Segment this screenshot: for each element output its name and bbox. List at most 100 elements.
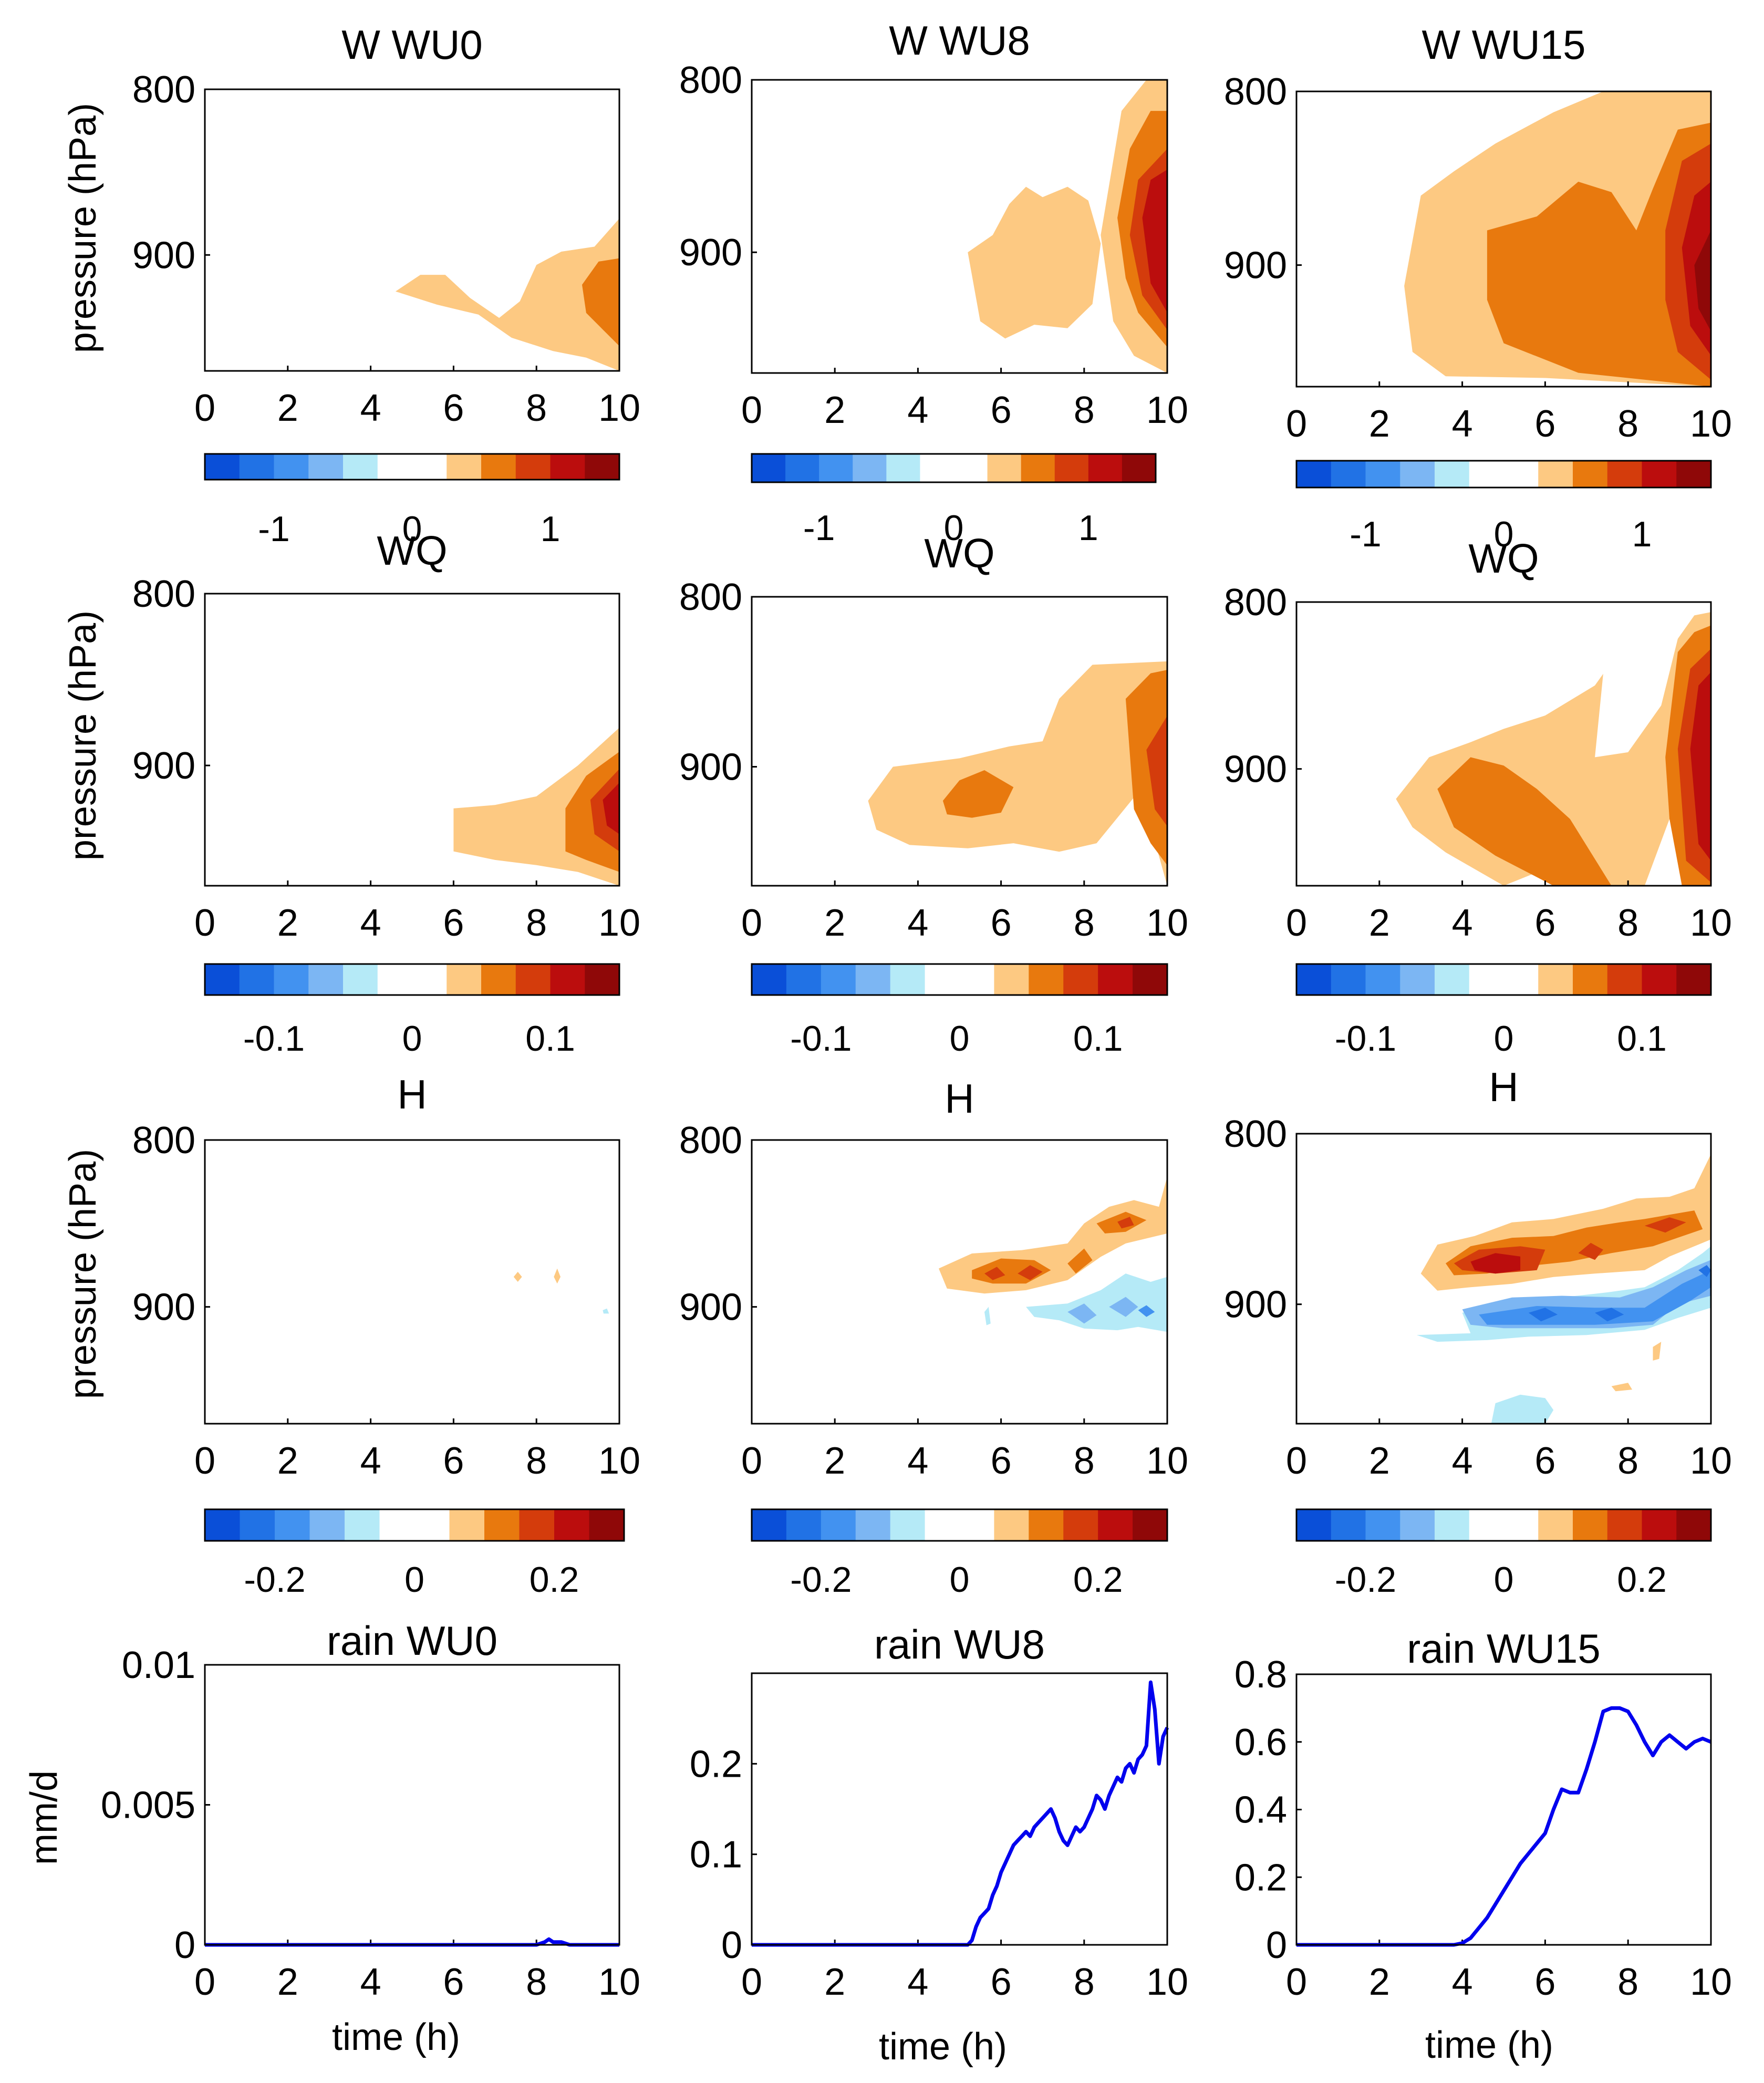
x-tick-label: 10 [1690, 902, 1732, 944]
contour-region [1142, 169, 1167, 313]
x-tick-label: 8 [1074, 1961, 1095, 2003]
y-tick-label: 800 [1224, 582, 1287, 624]
colorbar-swatch [515, 964, 551, 995]
x-tick-label: 4 [360, 1440, 381, 1482]
contour-region [554, 1268, 561, 1284]
y-tick-label: 800 [679, 59, 742, 101]
axes-frame [204, 1664, 620, 1946]
colorbar-swatch [309, 1509, 345, 1541]
colorbar-swatch [481, 454, 516, 480]
plot-area [205, 1140, 619, 1424]
colorbar: -0.2 0 0.2 [1295, 1508, 1712, 1600]
contour-region [1595, 1308, 1624, 1322]
colorbar-swatch [447, 964, 482, 995]
colorbar-frame [204, 1508, 625, 1542]
plot-area [752, 80, 1167, 373]
colorbar-swatch [886, 454, 920, 482]
colorbar-swatch [925, 1509, 960, 1541]
panel-12: 0 0.2 0.4 0.6 0.8 0 2 4 6 8 10 rain WU15 [1234, 1625, 1732, 2003]
x-tick-label: 8 [1617, 1961, 1638, 2003]
colorbar-swatch [1296, 1509, 1332, 1541]
contour-layer [939, 1176, 1167, 1332]
contour-region [1694, 230, 1711, 331]
x-tick-label: 2 [277, 902, 298, 944]
x-tick-label: 2 [824, 902, 845, 944]
colorbar-swatch [987, 454, 1022, 482]
x-tick-label: 6 [443, 387, 464, 429]
y-tick-label: 800 [679, 1120, 742, 1162]
x-tick-label: 2 [824, 389, 845, 431]
x-tick-label: 2 [824, 1961, 845, 2003]
x-tick-label: 0 [741, 1440, 762, 1482]
colorbar-swatch [786, 1509, 822, 1541]
contour-region [603, 782, 619, 834]
colorbar-tick-label: 0.1 [1617, 1019, 1667, 1059]
colorbar-swatch [1331, 461, 1366, 488]
x-tick-label: 10 [598, 1961, 640, 2003]
x-tick-label: 0 [1286, 1961, 1307, 2003]
contour-region [984, 1307, 991, 1325]
x-tick-label: 2 [277, 1961, 298, 2003]
x-tick-label: 10 [1146, 389, 1188, 431]
colorbar-swatch [449, 1509, 485, 1541]
plot-area [1296, 1674, 1711, 1945]
y-tick-label: 0.2 [1234, 1857, 1287, 1899]
y-tick-label: 0 [174, 1924, 195, 1966]
x-tick-label: 10 [1690, 1961, 1732, 2003]
contour-layer [513, 1268, 609, 1314]
contour-layer [453, 728, 619, 886]
plot-area [752, 1673, 1167, 1945]
colorbar-swatch [1573, 1509, 1608, 1541]
colorbar-swatch [925, 964, 960, 995]
colorbar-swatch [519, 1509, 555, 1541]
x-tick-label: 2 [277, 387, 298, 429]
colorbar-swatch [239, 964, 274, 995]
colorbar: -0.2 0 0.2 [204, 1508, 625, 1600]
x-tick-label: 4 [1452, 403, 1473, 445]
colorbar-swatch [752, 454, 786, 482]
colorbar-swatch [1503, 461, 1539, 488]
y-tick-label: 800 [679, 576, 742, 618]
colorbar-swatch [959, 964, 994, 995]
colorbar-swatch [205, 454, 240, 480]
colorbar-swatch [1054, 454, 1089, 482]
colorbar-tick-label: -0.1 [1335, 1019, 1396, 1059]
colorbar-swatch [274, 964, 309, 995]
x-tick-label: 8 [1617, 902, 1638, 944]
panel-8: 800 900 0 2 4 6 8 10 H -0.2 0 0.2 [679, 1075, 1188, 1600]
xlabel-rain-2: time (h) [879, 2026, 1007, 2068]
contour-layer [1404, 91, 1711, 387]
colorbar-swatch [1503, 1509, 1539, 1541]
colorbar: -0.1 0 0.1 [204, 963, 620, 1059]
colorbar-swatch [1133, 964, 1168, 995]
colorbar-swatch [377, 964, 412, 995]
colorbar-swatch [1503, 964, 1539, 995]
y-tick-label: 900 [1224, 749, 1287, 791]
y-tick-label: 900 [679, 747, 742, 789]
colorbar-swatch [1098, 1509, 1133, 1541]
contour-region [1117, 1217, 1134, 1229]
x-tick-label: 4 [907, 902, 928, 944]
contour-region [603, 1308, 609, 1314]
x-tick-label: 10 [598, 387, 640, 429]
x-tick-label: 0 [1286, 403, 1307, 445]
panel-1: 800 900 0 2 4 6 8 10 W WU0 -1 0 1 [132, 22, 640, 549]
colorbar-swatch [752, 964, 787, 995]
x-tick-label: 6 [443, 1440, 464, 1482]
colorbar-swatch [752, 1509, 787, 1541]
colorbar-swatch [785, 454, 819, 482]
contour-layer [395, 218, 619, 371]
x-tick-label: 8 [526, 387, 547, 429]
colorbar-swatch [447, 454, 482, 480]
panel-title: W WU0 [341, 22, 483, 68]
contour-region [395, 218, 619, 371]
axes-frame [1295, 1673, 1712, 1946]
ylabel-rain: mm/d [23, 1770, 65, 1865]
y-tick-label: 900 [679, 232, 742, 274]
colorbar-swatch [821, 964, 856, 995]
x-tick-label: 0 [1286, 902, 1307, 944]
colorbar-swatch [1400, 461, 1435, 488]
panel-3: 800 900 0 2 4 6 8 10 W WU15 -1 0 1 [1224, 22, 1732, 554]
colorbar-swatch [345, 1509, 380, 1541]
x-tick-label: 4 [907, 389, 928, 431]
